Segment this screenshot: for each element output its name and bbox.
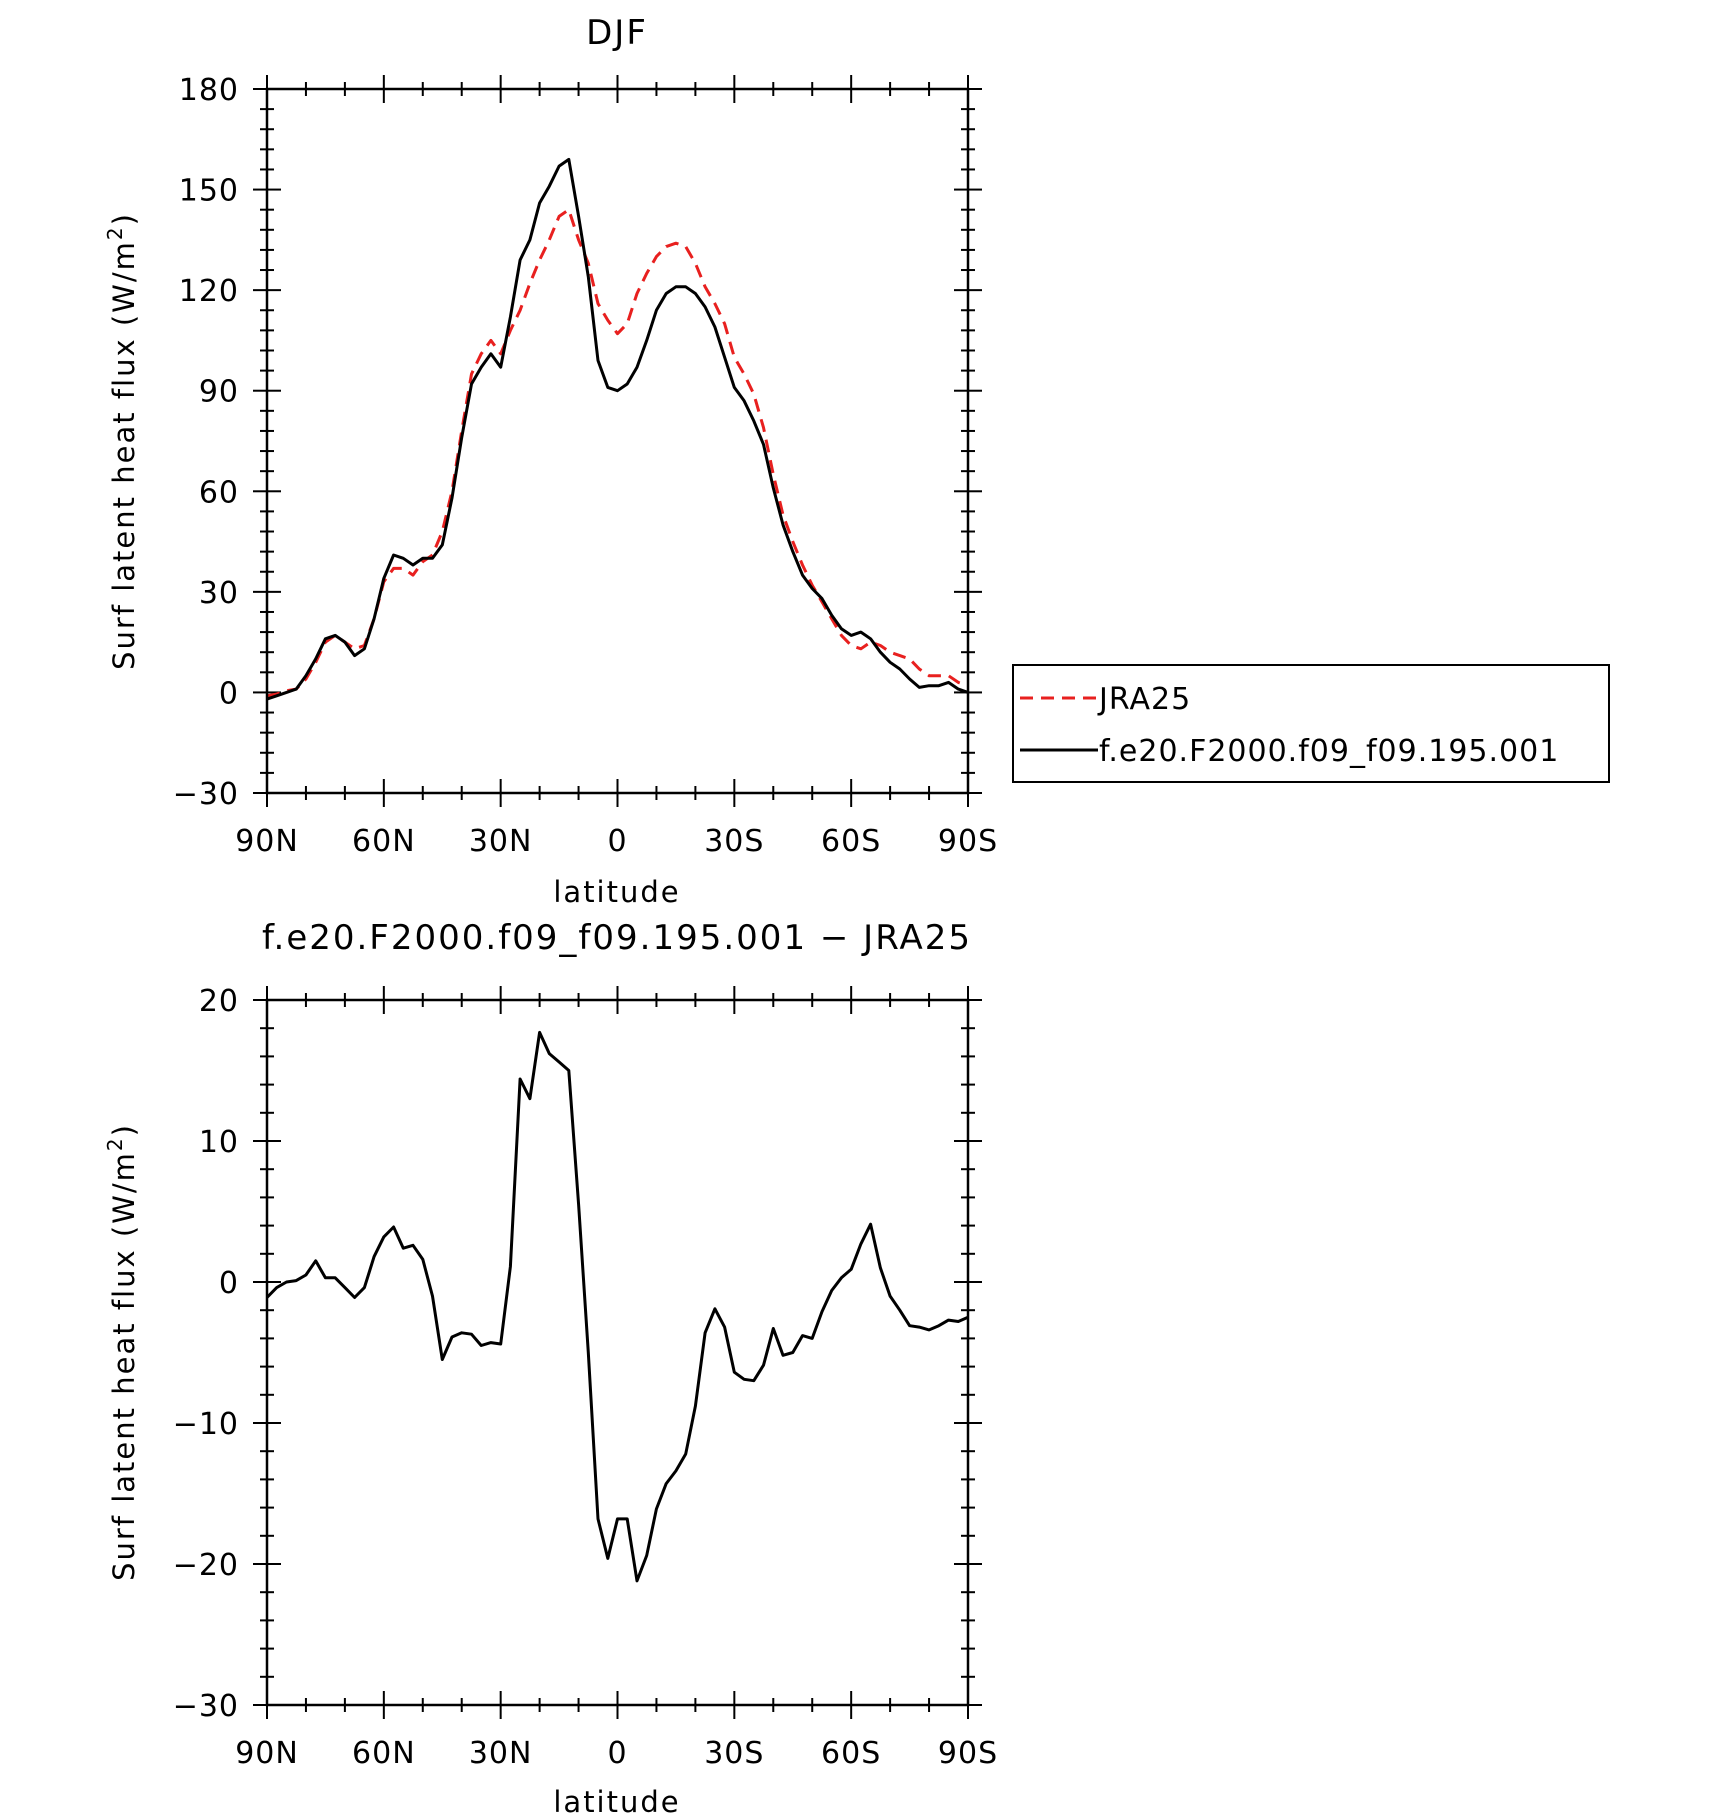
top-x-tick-label: 90S (938, 824, 998, 859)
bottom-x-axis-label: latitude (553, 1785, 680, 1816)
bottom-series-line-0 (265, 1030, 969, 1583)
top-y-tick-label: 120 (179, 274, 239, 309)
top-ticks (253, 75, 982, 807)
top-x-axis-label: latitude (553, 875, 680, 909)
legend-label-model: f.e20.F2000.f09_f09.195.001 (1099, 734, 1559, 769)
top-y-axis-label: Surf latent heat flux (W/m2) (103, 212, 141, 670)
bottom-x-tick-label: 60S (821, 1736, 881, 1771)
bottom-x-tick-label: 60N (352, 1736, 416, 1771)
top-panel: DJF −30 0 30 60 90 120 150 180 90N 60N 30N 0 30S 60S 9… (103, 13, 1610, 909)
bottom-y-tick-label: −20 (173, 1548, 239, 1583)
top-x-tick-label: 60N (352, 824, 416, 859)
top-y-tick-label: 60 (199, 475, 239, 510)
bottom-y-tick-label: 20 (199, 984, 239, 1019)
legend-box (1012, 664, 1610, 783)
top-y-tick-label: −30 (173, 777, 239, 812)
bottom-series (265, 1030, 969, 1583)
top-x-tick-label: 90N (235, 824, 299, 859)
top-y-tick-label: 180 (179, 73, 239, 108)
top-y-tick-label: 150 (179, 174, 239, 209)
bottom-tick-labels: −30 −20 −10 0 10 20 90N 60N 30N 0 30S 60S 90S (173, 984, 998, 1771)
bottom-y-tick-label: −10 (173, 1407, 239, 1442)
bottom-y-tick-label: −30 (173, 1689, 239, 1724)
top-plot-title: DJF (586, 13, 648, 53)
bottom-plot-title: f.e20.F2000.f09_f09.195.001 − JRA25 (262, 918, 972, 958)
top-y-tick-label: 30 (199, 576, 239, 611)
top-series-line-1 (266, 157, 969, 701)
top-x-tick-label: 30S (704, 824, 764, 859)
bottom-panel: f.e20.F2000.f09_f09.195.001 − JRA25 −30−… (103, 918, 998, 1816)
top-x-tick-label: 60S (821, 824, 881, 859)
bottom-y-tick-label: 10 (199, 1125, 239, 1160)
top-x-tick-label: 30N (469, 824, 533, 859)
top-plot-frame (265, 87, 970, 795)
bottom-x-tick-label: 0 (607, 1736, 627, 1771)
bottom-y-tick-label: 0 (219, 1266, 239, 1301)
top-tick-labels: −30 0 30 60 90 120 150 180 90N 60N 30N 0 30S 60S 90S (173, 73, 998, 859)
bottom-x-tick-label: 90N (235, 1736, 299, 1771)
top-y-tick-label: 90 (199, 375, 239, 410)
top-series (266, 157, 969, 701)
bottom-x-tick-label: 90S (938, 1736, 998, 1771)
top-y-tick-label: 0 (219, 676, 239, 711)
legend: JRA25 f.e20.F2000.f09_f09.195.001 (1012, 664, 1610, 783)
bottom-x-tick-label: 30N (469, 1736, 533, 1771)
bottom-plot-frame (265, 998, 970, 1707)
top-x-tick-label: 0 (607, 824, 627, 859)
bottom-ticks (253, 986, 982, 1719)
legend-label-jra25: JRA25 (1097, 682, 1191, 717)
bottom-x-tick-label: 30S (704, 1736, 764, 1771)
bottom-y-axis-label: Surf latent heat flux (W/m2) (103, 1123, 141, 1581)
